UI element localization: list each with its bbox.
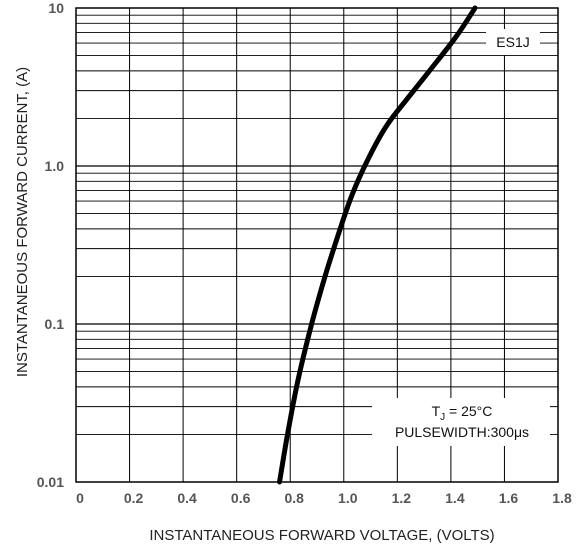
x-tick-label: 0.2 — [124, 490, 144, 506]
forward-current-curve — [277, 5, 478, 485]
y-tick-label: 1.0 — [45, 158, 65, 174]
pulse-width-text: PULSEWIDTH:300μs — [395, 424, 529, 440]
x-axis-label: INSTANTANEOUS FORWARD VOLTAGE, (VOLTS) — [149, 527, 494, 544]
grid — [76, 8, 558, 482]
x-tick-label: 1.8 — [552, 490, 572, 506]
x-tick-label: 1.4 — [445, 490, 465, 506]
x-tick-label: 0 — [76, 490, 84, 506]
y-axis-label: INSTANTANEOUS FORWARD CURRENT, (A) — [14, 67, 31, 377]
conditions-box: TJ = 25°C PULSEWIDTH:300μs — [372, 398, 550, 446]
curve-layer — [277, 5, 478, 485]
y-tick-labels: 0.01 0.1 1.0 10 — [37, 0, 64, 490]
y-tick-label: 10 — [48, 0, 64, 16]
x-tick-label: 0.6 — [231, 490, 251, 506]
x-tick-labels: 0 0.2 0.4 0.6 0.8 1.0 1.2 1.4 1.6 1.8 — [76, 490, 572, 506]
y-tick-label: 0.01 — [37, 474, 64, 490]
x-tick-label: 1.6 — [499, 490, 519, 506]
x-tick-label: 0.4 — [177, 490, 197, 506]
y-tick-label: 0.1 — [45, 316, 65, 332]
series-label-box: ES1J — [486, 29, 540, 55]
junction-temp-text: TJ = 25°C — [432, 403, 493, 423]
x-tick-label: 0.8 — [284, 490, 304, 506]
plot-frame — [75, 7, 559, 483]
series-label: ES1J — [496, 34, 529, 50]
x-tick-label: 1.0 — [338, 490, 358, 506]
x-tick-label: 1.2 — [392, 490, 412, 506]
